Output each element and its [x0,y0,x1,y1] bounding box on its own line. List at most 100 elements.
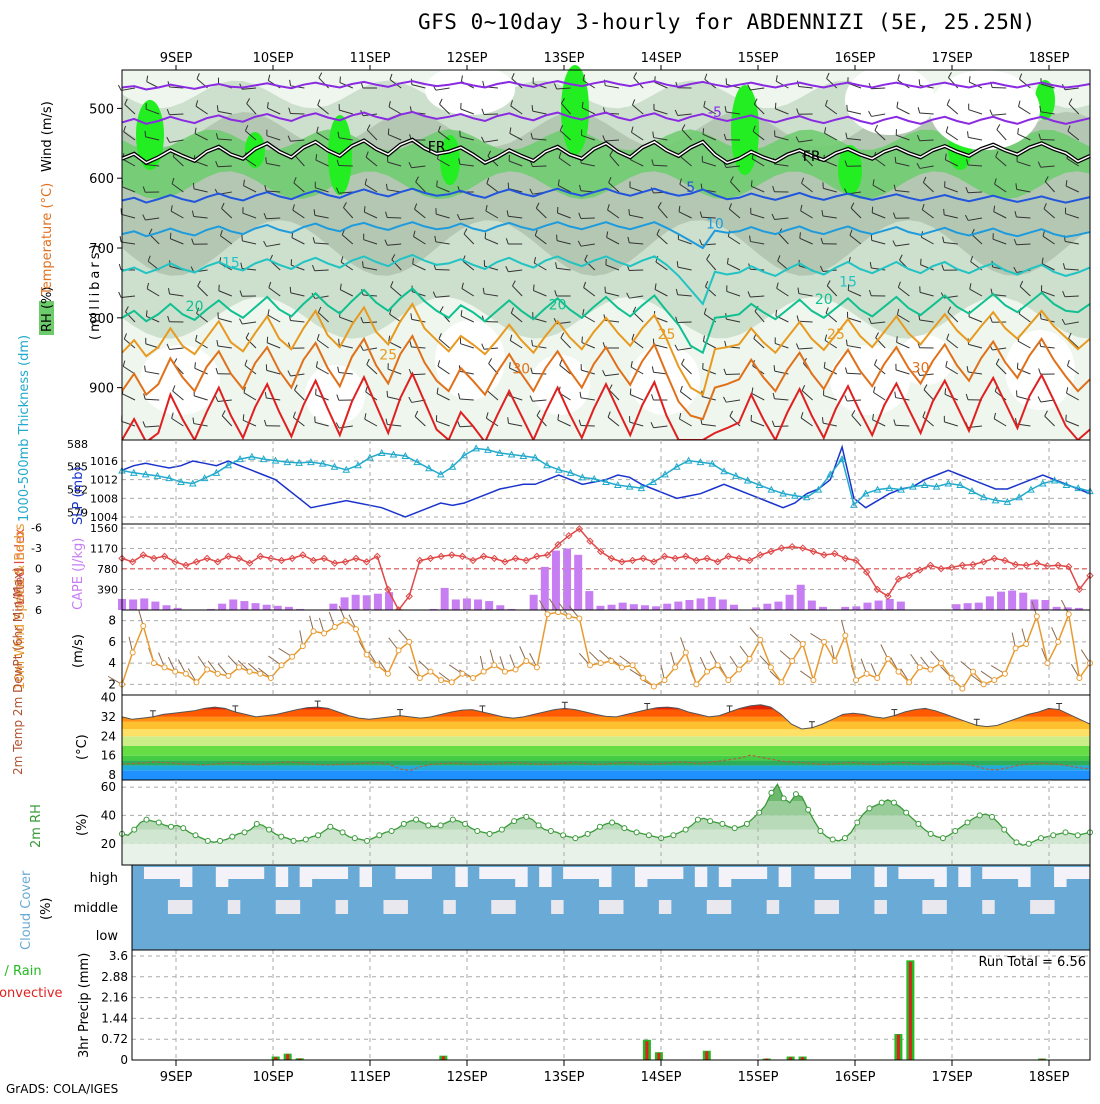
cape-bar [619,603,627,610]
wind-speed-line-marker [258,671,263,676]
isotherm-label: 15 [839,274,857,290]
bottom-date-label: 12SEP [447,1070,488,1085]
thickness-ylabel: 1000-500mb Thickness (dm) [17,335,32,522]
wind-speed-line-marker [970,669,975,674]
slp-ylabel: SLP (mb) [71,466,86,525]
wind-speed-line-marker [673,665,678,670]
rh-marker [205,838,210,843]
wind-speed-line-marker [534,665,539,670]
rh-marker [879,800,884,805]
wind-barb-flag [532,105,533,111]
rh-ylabel: 2m RH [29,804,44,848]
rh-marker [254,821,259,826]
wind-barb-flag [437,181,438,187]
wind-barb-flag [751,180,752,186]
high-cloud-gap [491,867,503,879]
top-date-label: 18SEP [1029,51,1070,66]
rh-marker [989,814,994,819]
slp-tick-label: 1016 [90,455,118,468]
wind-speed-line-marker [853,678,858,683]
wind-speed-line-marker [779,680,784,685]
high-cloud-gap [336,867,348,879]
rh-marker [1002,827,1007,832]
wind-speed-line-marker [1056,639,1061,644]
cape-bar [541,567,549,610]
top-date-label: 17SEP [932,51,973,66]
cape-bar [608,605,616,610]
rh-marker [414,817,419,822]
rh-marker [1063,830,1068,835]
cape-tick-label: 780 [97,563,118,576]
wind-speed-line-marker [471,676,476,681]
wind-barb-flag [800,232,801,238]
middle-cloud-gap [1042,900,1054,914]
cape-tick-label: 390 [97,584,118,597]
top-date-label: 11SEP [350,51,391,66]
isotherm-label: FR [803,149,821,165]
bottom-date-label: 18SEP [1029,1070,1070,1085]
high-cloud-gap [156,867,168,879]
cape-bar [852,606,860,610]
rh-marker [597,824,602,829]
cape-bar [652,606,660,610]
rh-marker [524,814,529,819]
middle-cloud-gap [611,900,623,914]
wind-speed-line-marker [832,659,837,664]
pressure-tick-label: 500 [89,102,114,117]
rh-marker [475,829,480,834]
rh-marker [708,819,713,824]
middle-cloud-gap [659,900,671,914]
rh-marker [291,838,296,843]
bottom-date-label: 14SEP [641,1070,682,1085]
high-cloud-gap [587,867,599,879]
high-cloud-gap [144,867,156,879]
wind-speed-line-marker [194,680,199,685]
wind-speed-line-marker [619,665,624,670]
wind-speed-line-marker [609,659,614,664]
wind-speed-line-marker [566,614,571,619]
wind-unit-label: (m/s) [71,634,86,668]
cape-bar [585,591,593,610]
wind-speed-line-marker [279,663,284,668]
wind-speed-line-marker [130,650,135,655]
wind-barb-flag [242,235,243,241]
high-cloud-gap [312,867,324,879]
cape-bar [630,604,638,610]
wind-speed-line-marker [683,650,688,655]
high-cloud-gap [1006,867,1018,879]
rh-marker [634,830,639,835]
wind-barb-flag [119,264,121,270]
wind-speed-line-marker [375,663,380,668]
temperature-ylabel: Temperature (°C) [40,183,55,296]
wind-barb-flag [629,209,630,215]
temperature-band [122,765,1090,770]
rh-marker [450,817,455,822]
isotherm-label: 25 [827,327,845,343]
high-cloud-gap [455,867,467,887]
wind-speed-line-marker [1066,612,1071,617]
temperature-band [122,722,1090,729]
cape-bar [263,605,271,610]
wind-barb-flag [193,183,194,189]
li-tick-label: -3 [31,542,42,555]
rh-marker [965,820,970,825]
high-cloud-gap [216,867,228,887]
page-title: GFS 0~10day 3-hourly for ABDENNIZI (5E, … [418,10,1036,34]
wind-barb-flag [485,233,486,239]
middle-cloud-gap [383,900,395,914]
precip-convective-bar [909,962,912,1060]
middle-cloud-gap [276,900,288,914]
rh-marker [695,817,700,822]
wind-barb-flag [630,389,631,395]
wind-speed-line-marker [205,667,210,672]
high-cloud-gap [958,867,970,887]
wind-speed-line-marker [630,663,635,668]
isotherm-label: FR [428,140,446,156]
precip-tick-label: 3.6 [109,949,128,963]
isotherm-label: 20 [186,299,204,315]
high-cloud-gap [407,867,419,879]
millibars-ylabel: (millibars) [88,241,103,340]
rh-marker [499,827,504,832]
precip-ylabel: 3hr Precip (mm) [77,953,92,1058]
li-tick-label: 0 [35,563,42,576]
